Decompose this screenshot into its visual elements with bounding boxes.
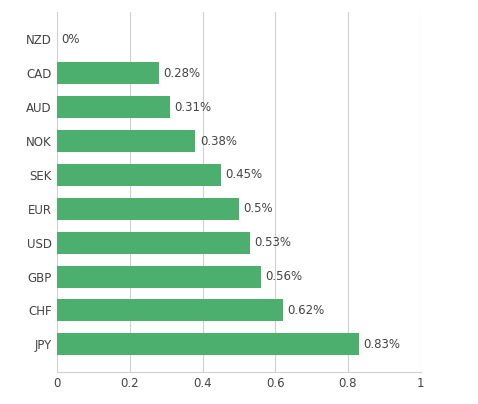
Bar [57, 130, 196, 152]
Text: 0.31%: 0.31% [174, 101, 211, 114]
Bar [57, 265, 261, 288]
Bar [57, 96, 170, 118]
Text: 0.28%: 0.28% [163, 67, 201, 80]
Text: 0.62%: 0.62% [287, 304, 324, 317]
Text: 0.5%: 0.5% [243, 202, 273, 215]
Bar [57, 333, 359, 356]
Text: 0.56%: 0.56% [265, 270, 302, 283]
Text: 0.53%: 0.53% [254, 236, 291, 249]
Bar [57, 232, 250, 254]
Text: 0.45%: 0.45% [225, 168, 262, 181]
Bar [57, 164, 221, 186]
Text: 0%: 0% [62, 33, 80, 46]
Bar [57, 62, 159, 84]
Bar [57, 299, 282, 322]
Text: 0.38%: 0.38% [200, 135, 237, 147]
Text: 0.83%: 0.83% [363, 338, 400, 351]
Bar [57, 198, 239, 220]
